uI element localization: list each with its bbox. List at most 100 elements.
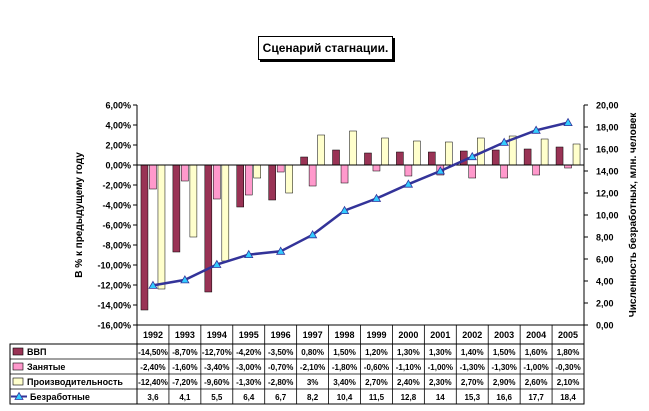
chart-title: Сценарий стагнации.	[262, 41, 389, 55]
left-tick-label: 0,00%	[105, 161, 131, 171]
bar-Производительность	[189, 164, 198, 238]
left-tick-label: -2,00%	[102, 181, 131, 191]
data-label: 1,50%	[493, 348, 516, 357]
left-tick-label: 2,00%	[105, 141, 131, 151]
right-tick-label: 12,00	[596, 189, 619, 199]
line-point	[531, 125, 541, 134]
data-label: -1,00%	[428, 363, 453, 372]
bar-Занятые	[245, 164, 253, 196]
left-tick-label: -4,00%	[102, 201, 131, 211]
right-tick-label: 18,00	[596, 123, 619, 133]
data-label: 3%	[307, 378, 319, 387]
data-label: -2,80%	[268, 378, 293, 387]
data-label: 5,5	[211, 393, 223, 402]
data-label: -1,60%	[172, 363, 197, 372]
bar-Занятые	[404, 164, 413, 177]
right-tick-label: 16,00	[596, 145, 619, 155]
bar-ВВП	[523, 148, 532, 166]
bar-Занятые	[213, 164, 221, 200]
data-label: 17,7	[528, 393, 544, 402]
legend-key-Занятые	[12, 362, 24, 371]
bar-Производительность	[381, 137, 389, 166]
data-label: -3,40%	[204, 363, 229, 372]
data-label: -14,50%	[138, 348, 168, 357]
left-tick-label: 6,00%	[105, 101, 131, 111]
data-label: 6,7	[275, 393, 287, 402]
legend-label: Безработные	[30, 392, 90, 402]
bar-Занятые	[500, 164, 508, 179]
data-label: -9,60%	[204, 378, 229, 387]
data-label: -12,70%	[202, 348, 232, 357]
line-point	[467, 151, 477, 161]
category-label: 1992	[143, 330, 163, 340]
left-tick-label: -12,00%	[97, 281, 131, 291]
bar-ВВП	[140, 164, 149, 311]
bar-Производительность	[572, 143, 581, 166]
data-label: 2,30%	[429, 378, 452, 387]
bar-Производительность	[540, 138, 549, 166]
category-label: 2005	[558, 330, 578, 340]
data-label: -1,80%	[332, 363, 357, 372]
bar-Занятые	[468, 164, 476, 179]
data-label: -4,20%	[236, 348, 261, 357]
bar-ВВП	[172, 164, 181, 253]
right-tick-label: 14,00	[596, 167, 619, 177]
right-tick-label: 20,00	[596, 101, 619, 111]
line-series-Безработные	[152, 121, 569, 287]
left-tick-label: -16,00%	[97, 321, 131, 331]
data-label: -0,70%	[268, 363, 293, 372]
data-label: 12,8	[401, 393, 417, 402]
right-tick-label: 6,00	[596, 255, 614, 265]
chart-title-box: Сценарий стагнации.	[258, 36, 393, 60]
category-label: 1995	[239, 330, 259, 340]
left-axis-title: В % к предыдущему году	[74, 152, 85, 278]
bar-ВВП	[268, 164, 276, 201]
data-label: 4,1	[179, 393, 191, 402]
bar-Производительность	[445, 141, 453, 166]
right-tick-label: 4,00	[596, 277, 614, 287]
bar-ВВП	[300, 156, 308, 166]
data-label: 2,70%	[461, 378, 484, 387]
data-label: 8,2	[307, 393, 319, 402]
bar-Производительность	[413, 140, 421, 166]
category-label: 2001	[430, 330, 450, 340]
data-label: -3,00%	[236, 363, 261, 372]
data-label: 2,90%	[493, 378, 516, 387]
data-label: 0,80%	[301, 348, 324, 357]
left-tick-label: 4,00%	[105, 121, 131, 131]
category-label: 2002	[462, 330, 482, 340]
legend-label: Производительность	[27, 377, 123, 387]
right-tick-label: 10,00	[596, 211, 619, 221]
bar-Производительность	[349, 130, 357, 166]
legend-key-ВВП	[12, 347, 24, 356]
data-label: -7,20%	[172, 378, 197, 387]
line-point	[339, 205, 350, 214]
legend-label: ВВП	[27, 347, 46, 357]
data-label: -1,30%	[460, 363, 485, 372]
data-label: -2,10%	[300, 363, 325, 372]
data-label: -0,30%	[555, 363, 580, 372]
legend-label: Занятые	[27, 362, 65, 372]
data-label: 1,40%	[461, 348, 484, 357]
data-label: -0,60%	[364, 363, 389, 372]
right-tick-label: 2,00	[596, 299, 614, 309]
right-tick-label: 8,00	[596, 233, 614, 243]
category-label: 1998	[335, 330, 355, 340]
bar-ВВП	[491, 149, 500, 166]
line-point	[499, 137, 509, 146]
category-label: 2000	[398, 330, 418, 340]
line-point	[307, 229, 318, 239]
bar-Занятые	[181, 164, 189, 182]
bar-Производительность	[221, 164, 230, 262]
line-point	[563, 117, 573, 126]
data-label: 16,6	[496, 393, 512, 402]
data-label: 1,30%	[429, 348, 452, 357]
data-label: -1,30%	[236, 378, 261, 387]
line-point	[275, 246, 286, 255]
data-label: 2,70%	[365, 378, 388, 387]
data-label: 2,10%	[557, 378, 580, 387]
data-label: 2,40%	[397, 378, 420, 387]
data-label: 1,80%	[557, 348, 580, 357]
right-tick-label: 0,00	[596, 321, 614, 331]
